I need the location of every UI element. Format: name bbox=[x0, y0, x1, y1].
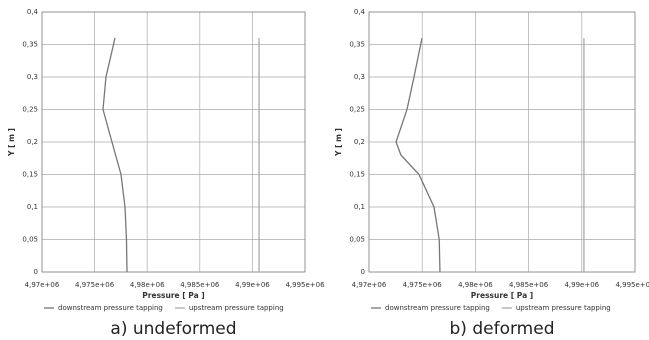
y-tick-label: 0,25 bbox=[22, 106, 38, 114]
y-tick-label: 0,2 bbox=[27, 138, 38, 146]
x-tick-label: 4,975e+06 bbox=[75, 281, 115, 289]
y-tick-label: 0,35 bbox=[22, 41, 38, 49]
caption: b) deformed bbox=[450, 319, 555, 339]
y-tick-label: 0,05 bbox=[349, 236, 365, 244]
y-tick-label: 0,3 bbox=[27, 73, 38, 81]
plot-frame bbox=[368, 11, 636, 273]
x-tick-label: 4,97e+06 bbox=[352, 281, 387, 289]
x-tick-label: 4,995e+06 bbox=[285, 281, 325, 289]
x-tick-label: 4,97e+06 bbox=[25, 281, 60, 289]
x-tick-label: 4,98e+06 bbox=[130, 281, 165, 289]
y-tick-label: 0,05 bbox=[22, 236, 38, 244]
y-tick-label: 0,1 bbox=[27, 203, 38, 211]
y-tick-label: 0,4 bbox=[27, 8, 39, 16]
y-tick-label: 0,4 bbox=[354, 8, 366, 16]
x-tick-label: 4,98e+06 bbox=[458, 281, 493, 289]
y-axis-label: Y [ m ] bbox=[334, 128, 343, 157]
y-tick-label: 0,25 bbox=[349, 106, 365, 114]
plot-frame bbox=[41, 11, 306, 273]
y-tick-label: 0,3 bbox=[354, 73, 365, 81]
x-axis-label: Pressure [ Pa ] bbox=[471, 291, 533, 300]
series-line bbox=[395, 37, 441, 273]
legend-label: downstream pressure tapping bbox=[385, 304, 490, 312]
x-tick-label: 4,99e+06 bbox=[564, 281, 599, 289]
y-tick-label: 0,15 bbox=[22, 171, 38, 179]
legend-label: upstream pressure tapping bbox=[189, 304, 284, 312]
caption: a) undeformed bbox=[110, 319, 236, 339]
x-tick-label: 4,995e+06 bbox=[615, 281, 649, 289]
x-tick-label: 4,99e+06 bbox=[235, 281, 270, 289]
y-tick-label: 0,15 bbox=[349, 171, 365, 179]
x-axis-label: Pressure [ Pa ] bbox=[142, 291, 204, 300]
x-tick-label: 4,975e+06 bbox=[403, 281, 443, 289]
x-tick-label: 4,985e+06 bbox=[180, 281, 220, 289]
y-tick-label: 0,1 bbox=[354, 203, 365, 211]
y-tick-label: 0 bbox=[34, 268, 38, 276]
y-axis-label: Y [ m ] bbox=[7, 128, 16, 157]
y-tick-label: 0 bbox=[361, 268, 365, 276]
x-tick-label: 4,985e+06 bbox=[509, 281, 549, 289]
y-tick-label: 0,2 bbox=[354, 138, 365, 146]
series-line bbox=[102, 37, 128, 273]
legend-label: downstream pressure tapping bbox=[58, 304, 163, 312]
legend-label: upstream pressure tapping bbox=[516, 304, 611, 312]
y-tick-label: 0,35 bbox=[349, 41, 365, 49]
